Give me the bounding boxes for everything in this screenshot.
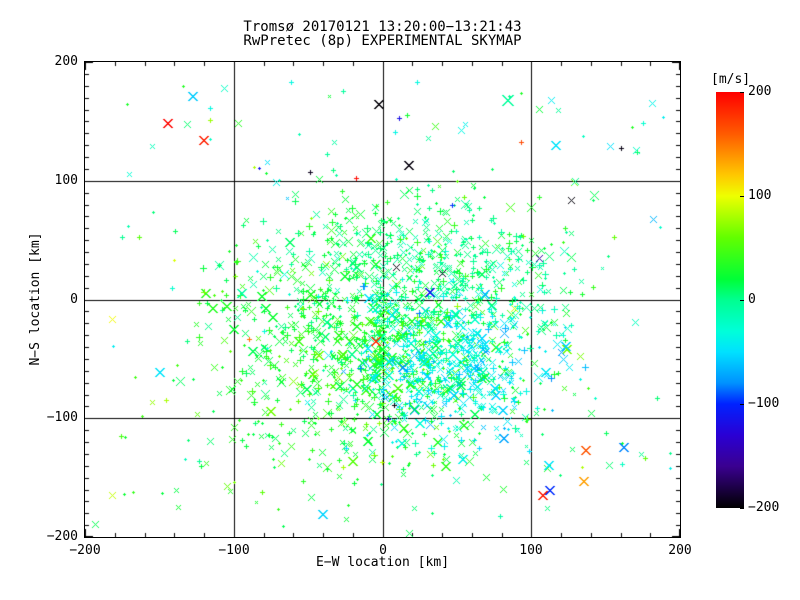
- scatter-canvas: [85, 62, 680, 537]
- colorbar-tick-label: −200: [748, 500, 780, 515]
- y-tick-label: 100: [54, 173, 78, 188]
- x-tick-label: −100: [218, 543, 250, 558]
- chart-title: Tromsø 20170121 13:20:00−13:21:43: [243, 19, 522, 35]
- x-tick-label: −200: [69, 543, 101, 558]
- chart-subtitle: RwPretec (8p) EXPERIMENTAL SKYMAP: [243, 33, 522, 49]
- colorbar-tick: [740, 404, 744, 405]
- colorbar-tick-label: 200: [748, 84, 772, 99]
- colorbar: [716, 92, 744, 508]
- x-tick-label: 0: [379, 543, 387, 558]
- colorbar-tick: [740, 196, 744, 197]
- y-tick-label: −100: [46, 410, 78, 425]
- plot-area: [84, 61, 681, 538]
- x-tick-label: 200: [668, 543, 692, 558]
- colorbar-tick: [740, 92, 744, 93]
- colorbar-tick: [740, 508, 744, 509]
- colorbar-tick: [740, 300, 744, 301]
- colorbar-tick-label: 0: [748, 292, 756, 307]
- y-tick-label: 200: [54, 54, 78, 69]
- x-tick-label: 100: [519, 543, 543, 558]
- colorbar-tick-label: −100: [748, 396, 780, 411]
- colorbar-unit-label: [m/s]: [711, 72, 751, 87]
- colorbar-tick-label: 100: [748, 188, 772, 203]
- x-axis-label: E−W location [km]: [315, 555, 450, 570]
- y-tick-label: 0: [70, 292, 78, 307]
- y-tick-label: −200: [46, 529, 78, 544]
